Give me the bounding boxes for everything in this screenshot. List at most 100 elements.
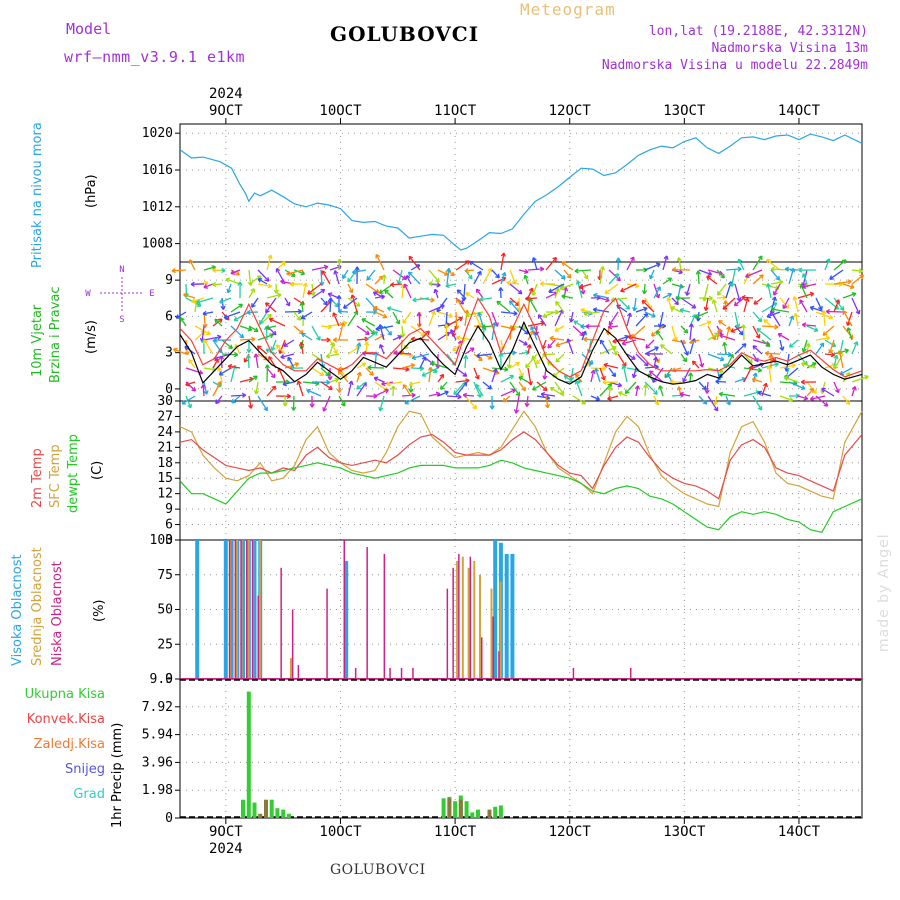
sfc-temp-line [179,410,863,508]
cloud-low-bar [481,637,483,679]
bottom-xtick-label: 10OCT [319,824,362,840]
wind-arrowhead [390,385,394,390]
wind-arrow [649,370,664,383]
wind-arrowhead [574,380,577,385]
wind-arrow [436,297,448,313]
wind-arrowhead [326,379,331,383]
cloud-low-label: Niska Oblacnost [50,561,65,666]
wind-arrowhead [531,355,534,360]
wind-arrow [822,310,826,327]
wind-arrow [593,294,610,299]
wind-arrowhead [409,384,414,387]
wind-arrow [397,269,403,285]
wind-arrowhead [864,374,869,378]
wind-arrow [714,395,718,406]
wind-arrow [782,297,790,309]
wind-arrowhead [296,380,299,385]
dewpt-line [179,459,863,533]
wind-arrowhead [227,365,232,370]
wind-arrow [518,367,524,377]
wind-arrow [599,266,604,285]
wind-arrowhead [463,355,467,360]
top-xtick-label: 14OCT [778,103,821,119]
wind-arrowhead [651,334,656,337]
wind-arrowhead [570,318,575,323]
wind-arrowhead [777,333,781,338]
wind-arrow [532,257,538,271]
temperature-ytick-label: 27 [157,409,173,424]
wind-arrow [215,395,223,404]
wind-arrowhead [833,366,839,370]
wind-arrowhead [463,297,467,302]
wind-arrowhead [502,400,508,403]
wind-arrowhead [641,300,644,305]
wind-arrowhead [443,323,447,329]
wind-arrow [761,325,779,328]
wind-arrowhead [245,354,249,359]
wind-arrow [794,313,799,327]
wind-arrowhead [829,349,834,354]
wind-arrowhead [583,313,588,317]
wind-arrowhead [286,393,291,397]
cloud-low-bar [297,665,300,679]
wind-arrowhead [720,356,725,361]
wind-arrow [842,372,851,383]
wind-arrow [528,298,538,313]
wind-arrow [356,372,361,383]
wind-arrowhead [805,360,808,366]
wind-arrowhead [479,299,484,302]
bottom-year-label: 2024 [209,841,243,857]
cloud-mid-bar [473,560,476,679]
wind-arrow [635,353,649,367]
wind-arrow [788,268,795,285]
wind-arrow [338,395,346,407]
wind-arrow [365,367,374,376]
wind-arrowhead [378,344,381,349]
wind-arrowhead [649,275,654,280]
wind-arrowhead [366,330,370,335]
precip-total-bar [286,813,291,818]
wind-arrow [292,395,295,411]
cloud-low-bar [228,540,231,679]
wind-arrowhead [846,327,849,332]
wind-arrowhead [737,266,742,270]
wind-arrowhead [825,258,830,262]
wind-arrowhead [215,401,220,405]
wind-arrow [464,395,477,410]
wind-arrowhead [204,323,208,328]
wind-arrowhead [554,287,559,292]
wind-arrowhead [574,270,579,274]
wind-arrow [276,344,286,355]
wind-arrow [392,269,407,280]
wind-arrowhead [299,316,302,321]
wind-arrow [620,283,637,292]
wind-arrow [367,366,385,369]
wind-arrowhead [526,403,530,408]
model-name: wrf—nmm_v3.9.1 e1km [64,48,246,66]
wind-arrowhead [524,268,529,273]
wind-arrow [725,268,742,271]
wind-arrowhead [627,336,632,340]
wind-arrowhead [281,261,286,264]
wind-arrowhead [464,270,469,274]
wind-arrowhead [659,324,663,328]
wind-arrowhead [645,353,650,357]
wind-arrowhead [497,273,500,278]
wind-arrowhead [227,289,232,294]
wind-arrow [541,393,556,397]
wind-arrowhead [190,403,193,408]
wind-arrowhead [476,355,481,359]
wind-arrowhead [378,324,381,329]
wind-arrowhead [508,364,512,369]
wind-arrowhead [257,278,261,283]
wind-arrow [842,310,853,327]
wind-arrow [446,395,462,398]
wind-arrowhead [805,342,810,347]
wind-arrow [446,268,450,285]
wind-arrowhead [727,351,732,356]
wind-arrow [706,381,709,394]
wind-arrowhead [660,344,663,349]
wind-arrow [570,367,574,381]
wind-arrow [810,395,826,400]
wind-arrow [607,395,619,400]
